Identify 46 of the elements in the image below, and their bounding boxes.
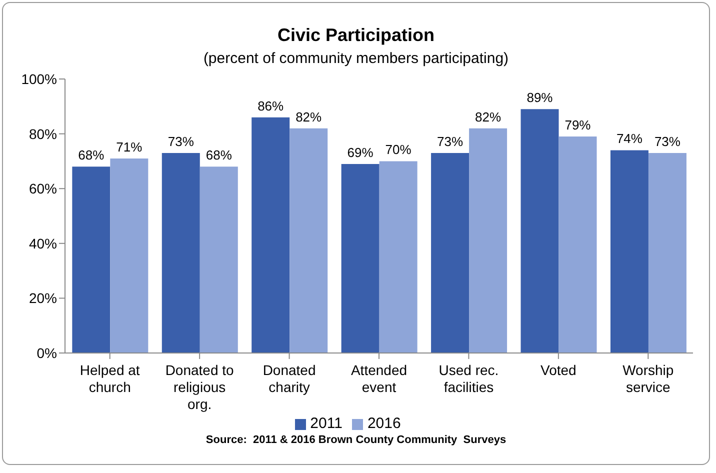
- data-label: 79%: [564, 118, 592, 133]
- data-label: 73%: [168, 134, 194, 149]
- data-label: 68%: [78, 148, 105, 163]
- x-tick-label: Attended event: [350, 362, 408, 395]
- data-label: 69%: [347, 144, 374, 160]
- bar: [110, 158, 148, 353]
- bar: [558, 136, 597, 353]
- data-label: 89%: [526, 90, 554, 106]
- bar: [379, 161, 418, 353]
- bar: [610, 150, 648, 353]
- x-tick-label: Worship service: [622, 362, 674, 395]
- bar: [162, 152, 200, 353]
- chart-subtitle: (percent of community members participating): [202, 50, 510, 67]
- data-label: 82%: [296, 109, 322, 124]
- x-tick-label: Used rec. facilities: [438, 362, 499, 395]
- y-tick-label: 100%: [21, 70, 57, 87]
- bar: [200, 166, 238, 353]
- bar: [252, 117, 290, 353]
- bar: [290, 128, 328, 353]
- bar: [648, 152, 686, 353]
- y-tick-label: 80%: [28, 126, 57, 142]
- bar: [469, 128, 508, 353]
- y-tick-label: 40%: [28, 235, 57, 252]
- data-label: 74%: [616, 131, 643, 146]
- data-label: 73%: [654, 134, 681, 149]
- source-note: Source: 2011 & 2016 Brown County Community Surveys: [204, 434, 508, 446]
- chart-title: Civic Participation: [276, 25, 436, 46]
- x-tick-label: Donated to religious org.: [165, 362, 234, 412]
- data-label: 71%: [116, 139, 143, 154]
- legend-label: 2011: [310, 415, 342, 432]
- x-tick-label: Donated charity: [262, 362, 316, 395]
- bar: [72, 166, 110, 353]
- y-tick-label: 60%: [28, 180, 57, 197]
- data-label: 70%: [385, 142, 412, 158]
- bar: [520, 109, 559, 353]
- legend-label: 2016: [367, 415, 401, 432]
- y-tick-label: 20%: [28, 290, 57, 306]
- data-label: 68%: [206, 148, 232, 163]
- data-label: 86%: [258, 98, 284, 114]
- data-label: 73%: [437, 134, 464, 149]
- x-tick-label: Helped at church: [80, 362, 140, 395]
- bar: [431, 152, 470, 353]
- x-tick-label: Voted: [540, 362, 576, 378]
- y-tick-label: 0%: [36, 344, 57, 361]
- bar: [341, 164, 380, 353]
- data-label: 82%: [475, 109, 502, 124]
